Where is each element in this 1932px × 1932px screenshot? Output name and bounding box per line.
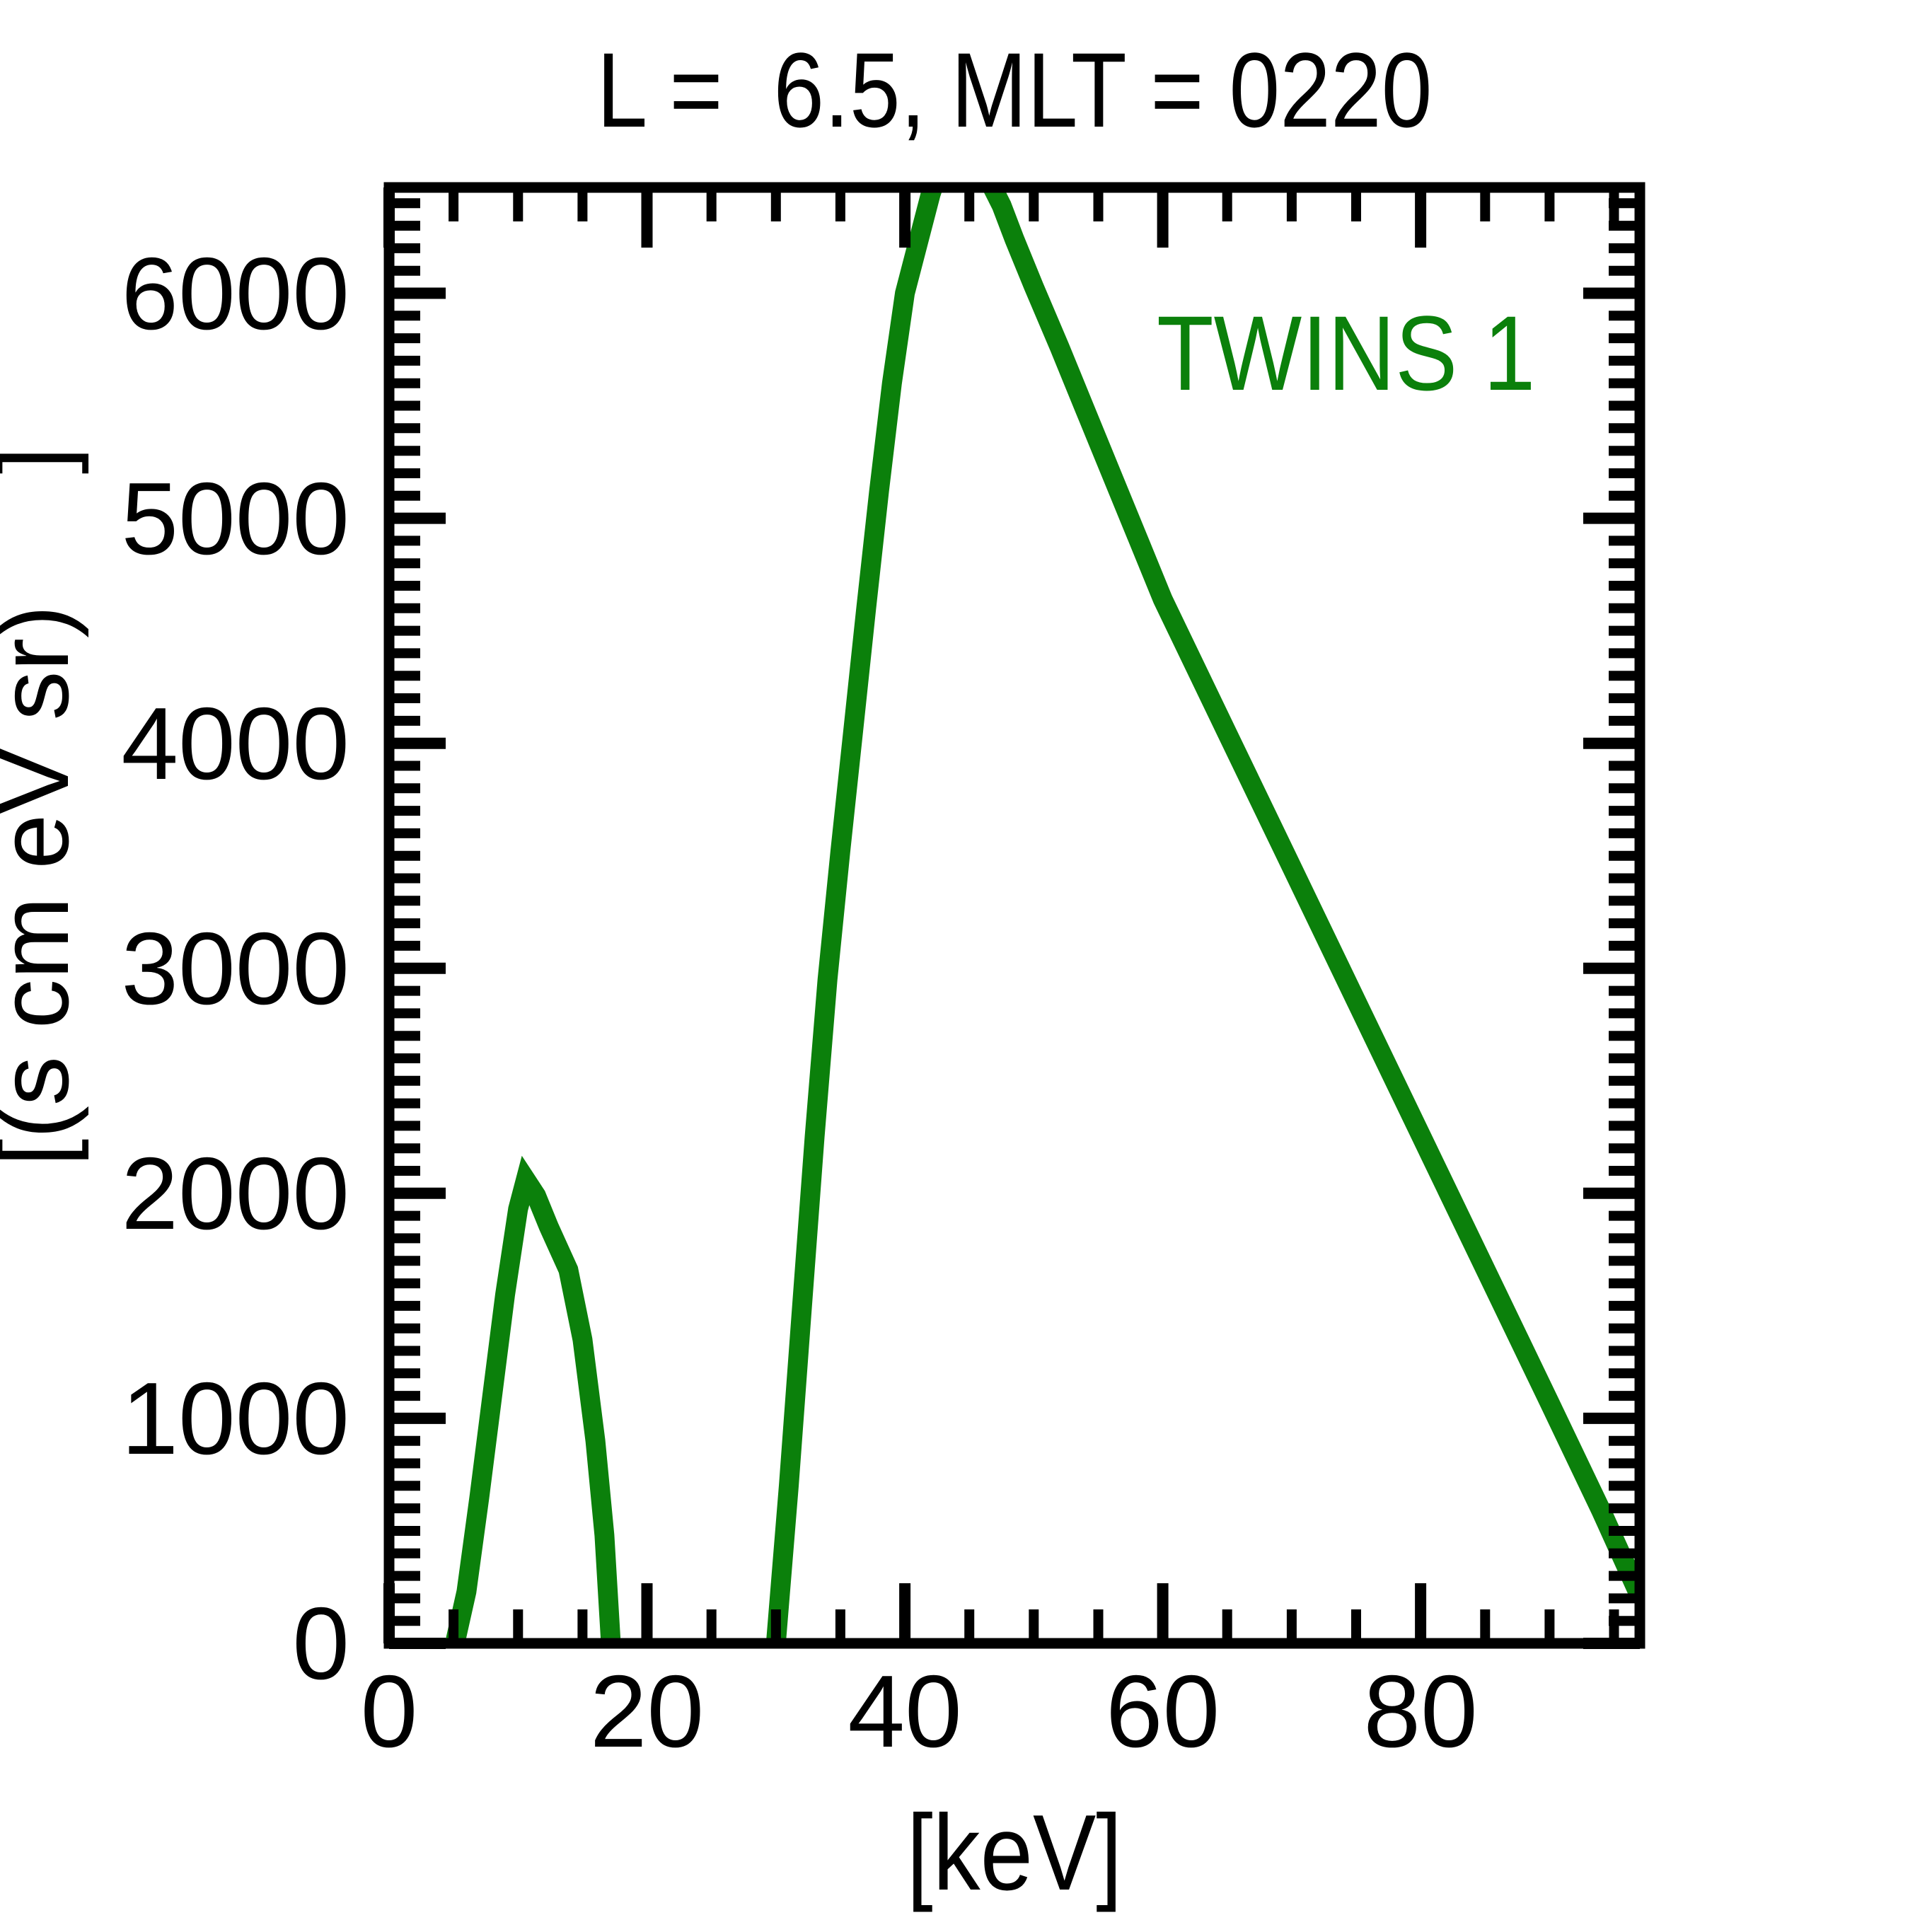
y-tick-label-0: 0 [292, 1586, 349, 1701]
axis-ticks [383, 187, 1640, 1649]
chart-title: L = 6.5, MLT = 0220 [596, 30, 1433, 149]
y-axis-label-units: [(s cm eV sr) [0, 605, 89, 1167]
y-tick-label-2000: 2000 [121, 1135, 349, 1251]
y-tick-label-6000: 6000 [121, 236, 349, 351]
legend-twins1-label: TWINS 1 [1157, 294, 1536, 412]
series-group-twins1 [445, 187, 1640, 1643]
y-tick-label-3000: 3000 [121, 910, 349, 1026]
y-tick-label-4000: 4000 [121, 686, 349, 801]
x-axis-label: [keV] [906, 1793, 1123, 1913]
series-line-twins-1-seg0 [445, 1155, 621, 1643]
x-tick-label-80: 80 [1363, 1654, 1478, 1769]
x-tick-label-40: 40 [848, 1654, 962, 1769]
x-tick-label-20: 20 [589, 1654, 705, 1769]
x-tick-label-60: 60 [1105, 1654, 1220, 1769]
series-line-twins-1-seg1 [765, 187, 1640, 1643]
x-tick-label-0: 0 [360, 1654, 418, 1769]
plot-frame [383, 182, 1645, 1649]
y-tick-label-5000: 5000 [121, 461, 349, 576]
y-tick-label-1000: 1000 [121, 1360, 349, 1476]
